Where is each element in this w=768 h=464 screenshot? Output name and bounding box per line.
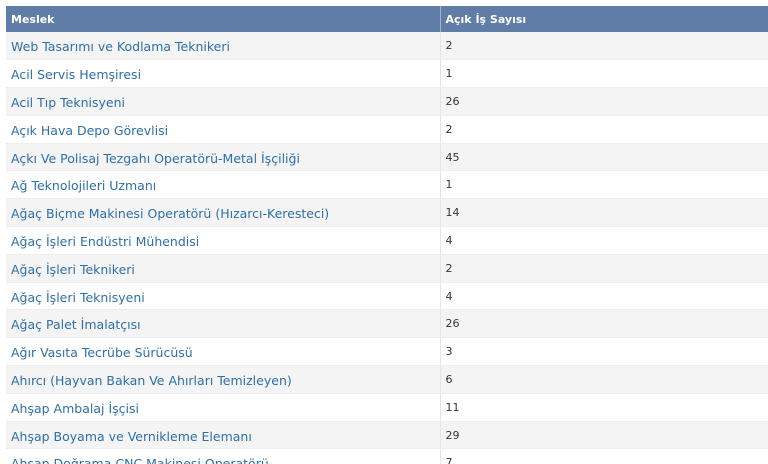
table-row: Ahşap Doğrama CNC Makinesi Operatörü 7: [6, 448, 768, 464]
table-row: Ağaç İşleri Teknisyeni 4: [6, 282, 768, 311]
open-jobs-count: 4: [440, 226, 768, 255]
table-row: Ahşap Ambalaj İşçisi 11: [6, 393, 768, 422]
open-jobs-count: 1: [440, 59, 768, 89]
occupation-cell: Ağır Vasıta Tecrübe Sürücüsü: [6, 337, 441, 367]
occupations-table: Meslek Açık İş Sayısı Web Tasarımı ve Ko…: [6, 6, 768, 464]
occupation-link[interactable]: Web Tasarımı ve Kodlama Teknikeri: [11, 39, 230, 55]
occupation-link[interactable]: Acil Tıp Teknisyeni: [11, 94, 125, 110]
table-row: Ağaç İşleri Endüstri Mühendisi 4: [6, 226, 768, 255]
occupation-link[interactable]: Ağ Teknolojileri Uzmanı: [11, 178, 157, 194]
occupation-cell: Acil Tıp Teknisyeni: [6, 87, 441, 116]
table-row: Acil Servis Hemşiresi 1: [6, 59, 768, 89]
open-jobs-count: 3: [440, 337, 768, 367]
table-row: Ağaç Biçme Makinesi Operatörü (Hızarcı-K…: [6, 198, 768, 228]
occupation-cell: Ahşap Doğrama CNC Makinesi Operatörü: [6, 448, 441, 464]
occupation-link[interactable]: Ağaç İşleri Teknisyeni: [11, 289, 145, 305]
occupation-cell: Ağaç Biçme Makinesi Operatörü (Hızarcı-K…: [6, 198, 441, 228]
occupation-cell: Web Tasarımı ve Kodlama Teknikeri: [6, 32, 441, 61]
open-jobs-count: 14: [440, 198, 768, 228]
occupation-cell: Ağaç İşleri Endüstri Mühendisi: [6, 226, 441, 255]
table-header-row: Meslek Açık İş Sayısı: [6, 6, 768, 32]
open-jobs-count: 26: [440, 87, 768, 116]
occupation-cell: Ahırcı (Hayvan Bakan Ve Ahırları Temizle…: [6, 365, 441, 394]
open-jobs-count: 1: [440, 170, 768, 200]
table-body: Web Tasarımı ve Kodlama Teknikeri 2 Acil S…: [6, 32, 768, 464]
table-row: Ahşap Boyama ve Vernikleme Elemanı 29: [6, 421, 768, 450]
occupation-cell: Ağ Teknolojileri Uzmanı: [6, 170, 441, 200]
table-row: Açık Hava Depo Görevlisi 2: [6, 115, 768, 144]
open-jobs-count: 26: [440, 309, 768, 339]
occupation-cell: Ağaç Palet İmalatçısı: [6, 309, 441, 339]
occupation-link[interactable]: Ahırcı (Hayvan Bakan Ve Ahırları Temizle…: [11, 372, 292, 388]
table-row: Web Tasarımı ve Kodlama Teknikeri 2: [6, 32, 768, 61]
table-row: Ağaç İşleri Teknikeri 2: [6, 254, 768, 283]
table-row: Ahırcı (Hayvan Bakan Ve Ahırları Temizle…: [6, 365, 768, 394]
occupation-link[interactable]: Ahşap Boyama ve Vernikleme Elemanı: [11, 428, 252, 444]
occupation-link[interactable]: Ağaç Palet İmalatçısı: [11, 317, 141, 333]
occupation-cell: Ağaç İşleri Teknikeri: [6, 254, 441, 283]
column-header-open-jobs[interactable]: Açık İş Sayısı: [440, 6, 768, 32]
occupation-cell: Ağaç İşleri Teknisyeni: [6, 282, 441, 311]
occupation-cell: Açık Hava Depo Görevlisi: [6, 115, 441, 144]
open-jobs-count: 11: [440, 393, 768, 422]
occupation-link[interactable]: Ağaç İşleri Endüstri Mühendisi: [11, 233, 200, 249]
occupation-link[interactable]: Ağaç Biçme Makinesi Operatörü (Hızarcı-K…: [11, 206, 330, 222]
open-jobs-count: 7: [440, 448, 768, 464]
occupation-cell: Acil Servis Hemşiresi: [6, 59, 441, 89]
open-jobs-count: 2: [440, 254, 768, 283]
open-jobs-count: 29: [440, 421, 768, 450]
open-jobs-count: 2: [440, 32, 768, 61]
open-jobs-count: 45: [440, 143, 768, 172]
occupation-link[interactable]: Ahşap Doğrama CNC Makinesi Operatörü: [11, 456, 269, 464]
table-row: Açkı Ve Polisaj Tezgahı Operatörü-Metal …: [6, 143, 768, 172]
occupation-cell: Ahşap Ambalaj İşçisi: [6, 393, 441, 422]
occupation-cell: Açkı Ve Polisaj Tezgahı Operatörü-Metal …: [6, 143, 441, 172]
table-row: Ağır Vasıta Tecrübe Sürücüsü 3: [6, 337, 768, 367]
occupation-cell: Ahşap Boyama ve Vernikleme Elemanı: [6, 421, 441, 450]
table-row: Ağ Teknolojileri Uzmanı 1: [6, 170, 768, 200]
open-jobs-count: 6: [440, 365, 768, 394]
open-jobs-count: 2: [440, 115, 768, 144]
occupation-link[interactable]: Ağır Vasıta Tecrübe Sürücüsü: [11, 345, 193, 361]
open-jobs-count: 4: [440, 282, 768, 311]
table-row: Ağaç Palet İmalatçısı 26: [6, 309, 768, 339]
table-row: Acil Tıp Teknisyeni 26: [6, 87, 768, 116]
occupation-link[interactable]: Açık Hava Depo Görevlisi: [11, 122, 169, 138]
column-header-occupation[interactable]: Meslek: [6, 6, 441, 32]
occupation-link[interactable]: Acil Servis Hemşiresi: [11, 67, 142, 83]
occupation-link[interactable]: Açkı Ve Polisaj Tezgahı Operatörü-Metal …: [11, 150, 300, 166]
occupation-link[interactable]: Ahşap Ambalaj İşçisi: [11, 400, 139, 416]
occupation-link[interactable]: Ağaç İşleri Teknikeri: [11, 261, 135, 277]
